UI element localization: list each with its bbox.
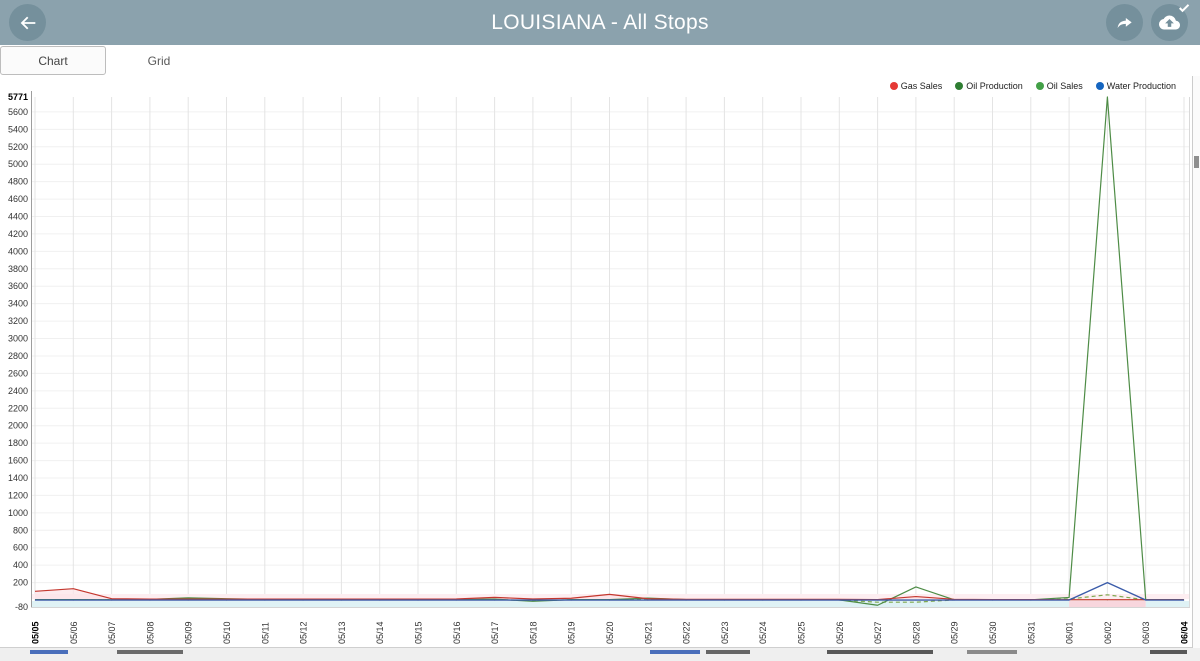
x-axis-tick: 05/29 [950, 621, 960, 644]
legend-swatch-icon [955, 82, 964, 90]
cutoff-fragment [30, 650, 68, 654]
y-axis-tick: 1200 [8, 490, 28, 500]
x-axis-tick: 05/09 [184, 621, 194, 644]
x-axis-tick: 06/01 [1065, 621, 1075, 644]
x-axis-tick: 05/06 [69, 621, 79, 644]
back-button[interactable] [9, 4, 46, 41]
y-axis-tick: 5771 [8, 92, 28, 102]
x-axis-tick: 05/20 [605, 621, 615, 644]
x-axis-tick: 05/12 [299, 621, 309, 644]
check-icon [1178, 4, 1190, 13]
y-axis-tick: 800 [13, 525, 28, 535]
y-axis-tick: 4800 [8, 177, 28, 187]
cutoff-fragment [967, 650, 1017, 654]
tab-bar: Chart Grid [0, 45, 1200, 77]
share-button[interactable] [1106, 4, 1143, 41]
header-actions [1106, 4, 1190, 41]
y-axis-tick: 3600 [8, 281, 28, 291]
x-axis-tick: 05/19 [567, 621, 577, 644]
header-bar: LOUISIANA - All Stops [0, 0, 1200, 45]
cutoff-fragment [650, 650, 700, 654]
y-axis-tick: 1000 [8, 508, 28, 518]
y-axis-tick: 1400 [8, 473, 28, 483]
y-axis-tick: 5600 [8, 107, 28, 117]
x-axis-tick: 05/16 [452, 621, 462, 644]
vertical-scrollbar[interactable] [1192, 76, 1200, 648]
y-axis-tick: 1600 [8, 456, 28, 466]
legend-swatch-icon [889, 82, 898, 90]
x-axis-tick: 05/27 [873, 621, 883, 644]
legend-label: Oil Sales [1046, 81, 1083, 91]
x-axis-tick: 05/05 [31, 621, 41, 644]
legend-swatch-icon [1095, 82, 1104, 90]
x-axis-tick: 05/15 [414, 621, 424, 644]
y-axis-tick: 3400 [8, 299, 28, 309]
x-axis-tick: 05/30 [988, 621, 998, 644]
x-axis-tick: 05/24 [758, 621, 768, 644]
y-axis-tick: 600 [13, 543, 28, 553]
x-axis-tick: 05/31 [1026, 621, 1036, 644]
cloud-upload-icon [1159, 15, 1180, 30]
line-chart-svg: -80 200 400 600 800 1000 1200 1400 1600 1800 2000 2… [8, 91, 1190, 644]
y-axis-tick: 2200 [8, 403, 28, 413]
chart-legend: Gas Sales Oil Production Oil Sales Water Pr… [889, 81, 1176, 91]
chart-panel: Gas Sales Oil Production Oil Sales Water Pr… [0, 76, 1200, 648]
x-axis-tick: 05/26 [835, 621, 845, 644]
y-axis-tick: 4000 [8, 246, 28, 256]
scrollbar-thumb[interactable] [1194, 156, 1199, 168]
x-axis-tick: 05/23 [720, 621, 730, 644]
cutoff-fragment [1150, 650, 1187, 654]
y-axis-tick: 2800 [8, 351, 28, 361]
x-axis-tick: 05/11 [260, 622, 270, 644]
y-axis-tick: 5200 [8, 142, 28, 152]
x-axis-tick: 05/28 [911, 621, 921, 644]
x-axis-tick: 05/18 [528, 621, 538, 644]
y-axis-tick: 3200 [8, 316, 28, 326]
x-axis-tick: 05/10 [222, 621, 232, 644]
legend-item-water-production[interactable]: Water Production [1095, 81, 1176, 91]
cutoff-bottom-row [0, 647, 1200, 661]
y-axis-tick: 3800 [8, 264, 28, 274]
legend-label: Water Production [1106, 81, 1176, 91]
legend-label: Gas Sales [900, 81, 943, 91]
x-axis-tick: 05/17 [490, 621, 500, 644]
y-axis-tick: 2000 [8, 421, 28, 431]
y-axis-tick: 4400 [8, 212, 28, 222]
y-axis-tick: 4600 [8, 194, 28, 204]
x-axis-tick: 05/14 [375, 621, 385, 644]
y-axis-tick: 200 [13, 578, 28, 588]
y-axis-tick: 400 [13, 560, 28, 570]
x-axis-tick: 06/04 [1180, 621, 1190, 644]
y-axis-tick: 3000 [8, 334, 28, 344]
y-axis-tick: 5400 [8, 124, 28, 134]
y-axis-tick: 4200 [8, 229, 28, 239]
legend-swatch-icon [1035, 82, 1044, 90]
arrow-left-icon [20, 16, 35, 29]
y-axis-tick: 5000 [8, 159, 28, 169]
x-axis-tick: 06/03 [1141, 621, 1151, 644]
legend-item-oil-production[interactable]: Oil Production [955, 81, 1023, 91]
tab-grid[interactable]: Grid [147, 53, 171, 68]
x-axis-tick: 05/22 [682, 621, 692, 644]
cutoff-fragment [827, 650, 933, 654]
y-axis-tick: 2600 [8, 368, 28, 378]
x-axis-tick: 05/07 [107, 621, 117, 644]
tab-chart[interactable]: Chart [0, 46, 106, 75]
x-axis-tick: 05/25 [797, 621, 807, 644]
legend-item-gas-sales[interactable]: Gas Sales [889, 81, 943, 91]
x-axis-tick: 05/13 [337, 621, 347, 644]
page-title: LOUISIANA - All Stops [491, 11, 709, 34]
cutoff-fragment [706, 650, 750, 654]
forward-arrow-icon [1117, 17, 1132, 28]
x-axis-tick: 06/02 [1103, 621, 1113, 644]
x-axis-tick: 05/21 [643, 621, 653, 644]
y-axis-tick: -80 [15, 602, 28, 612]
legend-label: Oil Production [966, 81, 1023, 91]
legend-item-oil-sales[interactable]: Oil Sales [1035, 81, 1083, 91]
y-axis-tick: 1800 [8, 438, 28, 448]
x-axis-tick: 05/08 [145, 621, 155, 644]
y-axis-tick: 2400 [8, 386, 28, 396]
cutoff-fragment [117, 650, 183, 654]
